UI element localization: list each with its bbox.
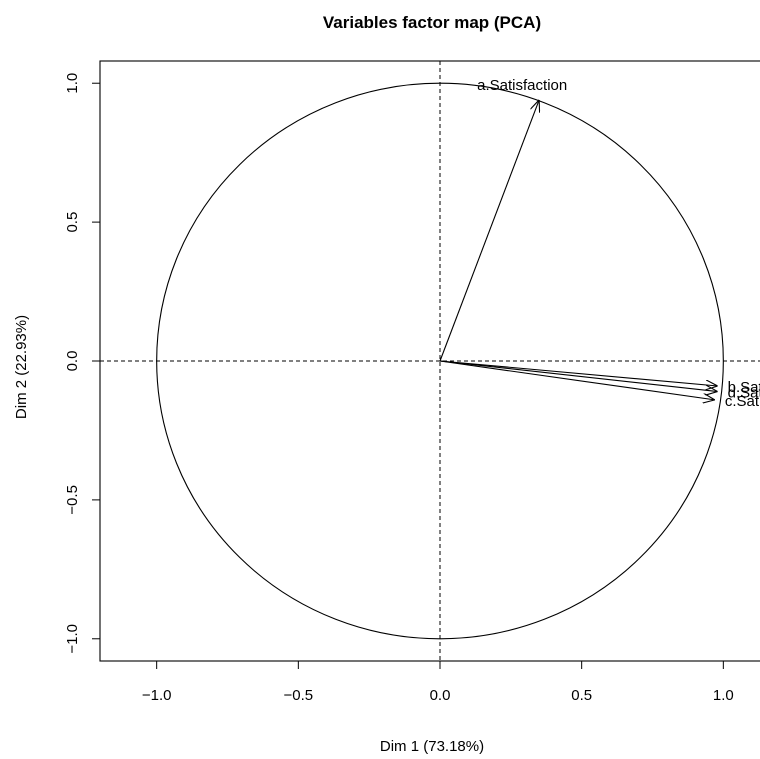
variable-arrow: [439, 360, 718, 386]
y-tick-label: 1.0: [64, 73, 81, 94]
chart-title: Variables factor map (PCA): [323, 13, 541, 32]
y-tick-label: −1.0: [64, 624, 81, 654]
x-tick-label: 0.5: [571, 687, 592, 704]
variable-arrow: [439, 360, 718, 392]
variable-label: b.Satisfaction: [728, 379, 760, 396]
plot-area: a.Satisfaction b.Satisfactiond.Satisfacti…: [64, 60, 760, 704]
variable-arrow: [439, 100, 539, 362]
x-tick-label: −1.0: [142, 687, 172, 704]
y-tick-label: −0.5: [64, 485, 81, 515]
x-tick-label: 0.0: [430, 687, 451, 704]
variable-arrow: [439, 360, 715, 400]
x-tick-label: −0.5: [284, 687, 314, 704]
y-tick-label: 0.5: [64, 212, 81, 233]
variable-label: c.Satisfaction: [725, 393, 760, 410]
correlation-circle: [156, 82, 724, 640]
x-axis-label: Dim 1 (73.18%): [380, 738, 484, 755]
y-axis-label: Dim 2 (22.93%): [13, 315, 30, 419]
y-tick-label: 0.0: [64, 351, 81, 372]
x-tick-label: 1.0: [713, 687, 734, 704]
variable-label: a.Satisfaction: [477, 77, 567, 94]
variable-label: d.Satisfaction: [728, 385, 760, 402]
plot-data-region: a.Satisfaction b.Satisfactiond.Satisfacti…: [100, 61, 760, 661]
